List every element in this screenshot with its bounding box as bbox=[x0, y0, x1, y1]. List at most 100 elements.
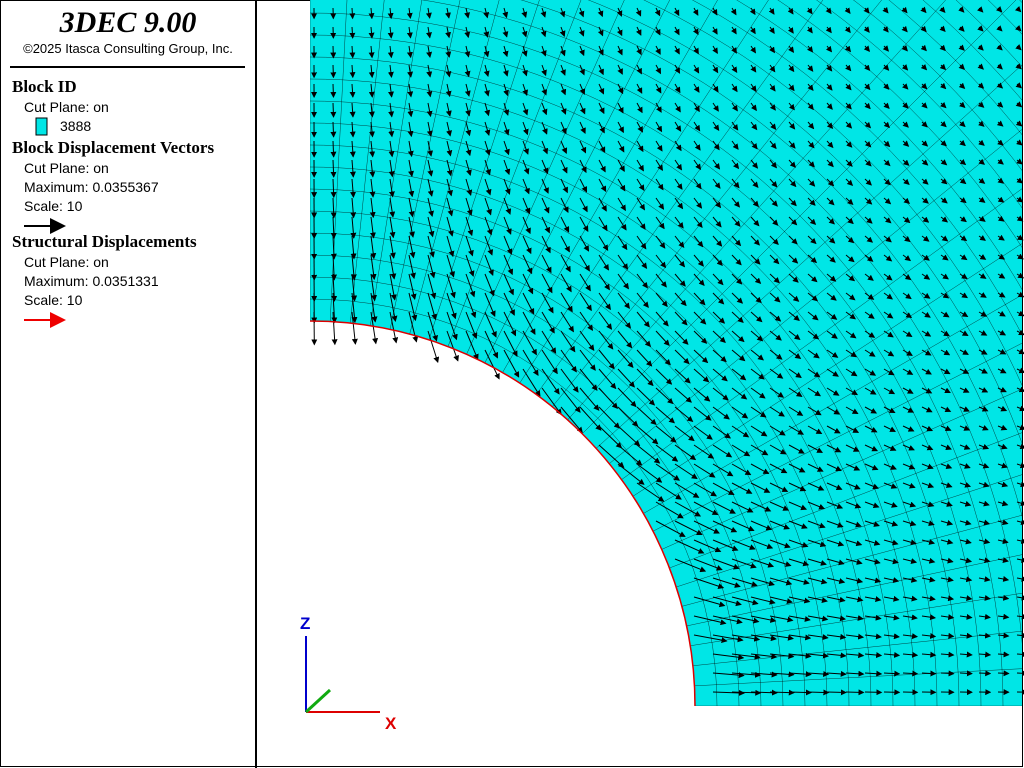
vector bbox=[921, 311, 931, 318]
vector bbox=[503, 311, 517, 337]
vector bbox=[807, 235, 817, 245]
vector bbox=[902, 159, 910, 166]
vector bbox=[617, 83, 624, 95]
vector bbox=[349, 159, 356, 178]
vector bbox=[636, 311, 650, 328]
vector bbox=[408, 273, 417, 300]
vector bbox=[788, 596, 811, 604]
vector bbox=[788, 292, 800, 302]
vector bbox=[978, 406, 989, 412]
vector bbox=[636, 197, 646, 211]
vector bbox=[674, 425, 695, 442]
vector bbox=[541, 368, 560, 395]
vector bbox=[654, 7, 661, 17]
vector bbox=[349, 45, 356, 59]
vector bbox=[330, 235, 337, 260]
vector bbox=[541, 235, 551, 254]
vector bbox=[807, 444, 824, 453]
vector bbox=[996, 44, 1003, 51]
vector bbox=[407, 64, 414, 78]
vector bbox=[1015, 82, 1023, 89]
vector bbox=[921, 444, 934, 451]
vector bbox=[693, 444, 715, 459]
vector bbox=[731, 330, 745, 343]
vector bbox=[331, 254, 338, 281]
vector bbox=[883, 83, 890, 90]
vector bbox=[712, 672, 745, 679]
vector bbox=[902, 520, 917, 527]
vector bbox=[769, 634, 794, 641]
vector bbox=[826, 501, 844, 509]
vector bbox=[844, 7, 851, 14]
vector bbox=[769, 689, 795, 696]
vector bbox=[521, 7, 528, 19]
vector bbox=[940, 557, 954, 564]
vector bbox=[750, 121, 758, 131]
vector bbox=[579, 102, 586, 115]
vector bbox=[712, 140, 720, 151]
vector bbox=[560, 178, 568, 194]
vector bbox=[977, 44, 984, 51]
vector bbox=[864, 501, 880, 509]
vector bbox=[731, 520, 755, 532]
vector bbox=[636, 254, 648, 269]
vector bbox=[541, 64, 547, 77]
vector bbox=[920, 6, 927, 14]
vector bbox=[921, 121, 928, 128]
vector bbox=[712, 254, 723, 267]
vector bbox=[864, 577, 882, 584]
vector bbox=[1015, 63, 1022, 70]
vector bbox=[712, 558, 740, 570]
vector bbox=[1015, 120, 1023, 127]
vector bbox=[750, 634, 777, 642]
vector bbox=[389, 273, 397, 301]
vector bbox=[845, 159, 853, 167]
vector bbox=[940, 482, 953, 488]
vector bbox=[750, 64, 757, 73]
vector bbox=[959, 444, 971, 450]
vector bbox=[598, 102, 605, 115]
vector bbox=[351, 292, 358, 324]
vector bbox=[330, 178, 337, 199]
vector bbox=[731, 45, 737, 54]
vector bbox=[522, 368, 541, 397]
vector bbox=[787, 7, 794, 15]
vector bbox=[408, 178, 415, 198]
vector bbox=[350, 216, 357, 239]
vector bbox=[674, 64, 681, 74]
vector bbox=[845, 501, 862, 509]
vector bbox=[1016, 253, 1024, 260]
vector bbox=[807, 596, 828, 604]
vector bbox=[826, 349, 839, 358]
vector bbox=[806, 7, 813, 15]
vector bbox=[368, 102, 375, 118]
vector bbox=[901, 64, 909, 71]
vector bbox=[883, 368, 895, 376]
vector bbox=[502, 7, 509, 19]
vector bbox=[331, 273, 338, 302]
vector bbox=[731, 83, 738, 93]
vector bbox=[921, 670, 937, 677]
vector bbox=[807, 330, 820, 340]
vector bbox=[408, 216, 415, 238]
vector bbox=[541, 216, 550, 234]
vector bbox=[464, 7, 470, 19]
vector bbox=[522, 216, 531, 235]
vector bbox=[769, 520, 790, 530]
vector bbox=[349, 26, 356, 39]
vector bbox=[389, 292, 398, 322]
vector bbox=[1016, 291, 1024, 298]
vector bbox=[864, 254, 874, 262]
vector bbox=[579, 368, 598, 391]
vector bbox=[978, 594, 991, 601]
vector bbox=[712, 349, 727, 363]
copyright: ©2025 Itasca Consulting Group, Inc. bbox=[23, 41, 233, 56]
vector bbox=[712, 311, 726, 324]
vector bbox=[330, 140, 337, 158]
vector bbox=[693, 64, 700, 74]
vector bbox=[693, 634, 728, 644]
vector bbox=[617, 235, 628, 251]
vector bbox=[655, 425, 677, 443]
vector bbox=[769, 178, 778, 188]
